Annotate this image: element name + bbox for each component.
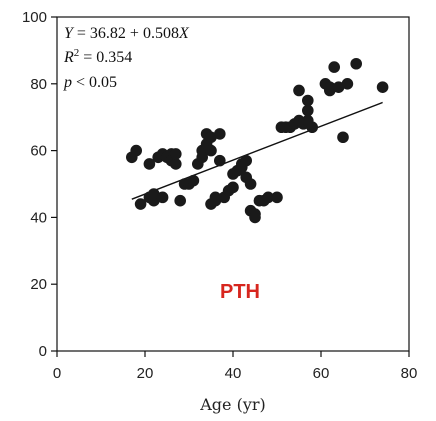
data-point	[350, 57, 363, 70]
x-tick-label: 80	[401, 365, 418, 382]
data-point	[170, 158, 182, 170]
data-point	[205, 131, 217, 144]
data-point	[262, 191, 275, 204]
data-point	[249, 211, 261, 224]
x-tick-label: 60	[313, 365, 330, 382]
y-tick-label: 0	[39, 343, 47, 360]
r-squared-label: R2 = 0.354	[63, 47, 132, 66]
data-point	[209, 194, 222, 207]
y-tick-label: 80	[30, 76, 47, 93]
y-tick-label: 40	[30, 209, 47, 226]
y-tick-label: 20	[30, 276, 47, 293]
data-point	[306, 121, 319, 134]
y-tick-label: 60	[30, 143, 47, 160]
data-point	[187, 174, 200, 187]
data-point	[205, 144, 217, 157]
p-value-label: p < 0.05	[63, 74, 117, 91]
data-point	[293, 84, 305, 97]
x-axis-title: Age (yr)	[199, 395, 266, 414]
data-point	[227, 181, 239, 194]
data-point	[332, 81, 345, 93]
data-point	[134, 198, 147, 210]
data-point	[130, 144, 142, 157]
data-point	[376, 81, 389, 93]
regression-equation: Y = 36.82 + 0.508X	[64, 25, 190, 42]
data-point	[302, 94, 314, 107]
data-points	[126, 57, 389, 224]
data-point	[156, 191, 169, 204]
data-point	[214, 128, 226, 140]
data-point	[271, 191, 283, 204]
data-point	[244, 178, 257, 190]
x-tick-label: 40	[225, 365, 242, 382]
data-point	[143, 158, 156, 170]
data-point	[174, 194, 186, 207]
data-point	[214, 154, 226, 167]
data-point	[196, 151, 208, 164]
data-point	[324, 81, 336, 93]
data-point	[341, 78, 354, 90]
panel-label: PTH	[220, 281, 260, 303]
data-point	[240, 154, 252, 167]
data-point	[328, 61, 341, 73]
regression-line	[131, 101, 383, 200]
x-tick-label: 0	[53, 365, 61, 382]
y-axis: 0 20 40 60 80 100	[22, 9, 57, 360]
x-axis: 0 20 40 60 80	[53, 351, 418, 382]
regression-annotations: Y = 36.82 + 0.508X R2 = 0.354 p < 0.05	[63, 25, 190, 91]
data-point	[148, 188, 160, 200]
data-point	[170, 148, 182, 160]
data-point	[302, 104, 314, 117]
y-tick-label: 100	[22, 9, 47, 26]
data-point	[337, 131, 349, 144]
x-tick-label: 20	[137, 365, 154, 382]
